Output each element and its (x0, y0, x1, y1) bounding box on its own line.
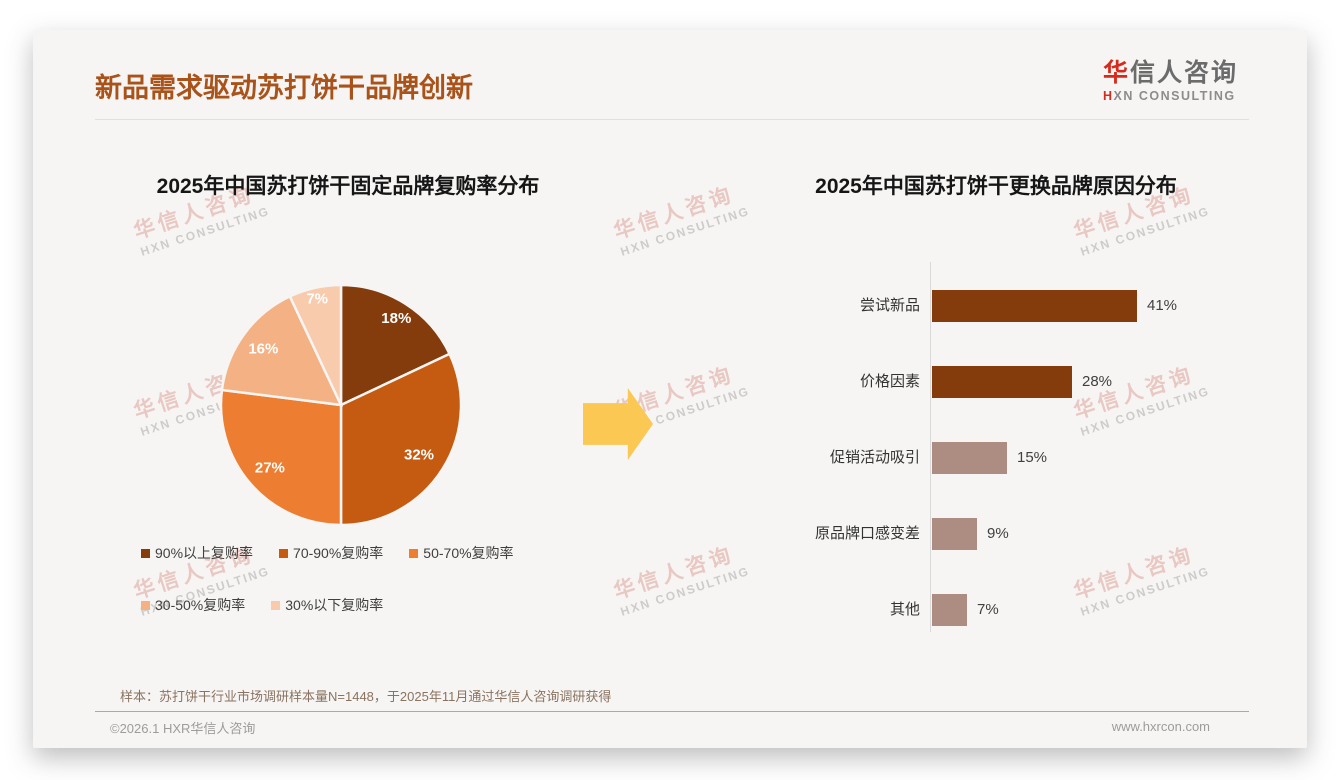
watermark-line2: HXN CONSULTING (1078, 203, 1212, 259)
legend-label: 30-50%复购率 (155, 597, 246, 613)
legend-swatch (141, 600, 150, 610)
legend-label: 50-70%复购率 (423, 545, 514, 561)
bar-value-label: 9% (987, 525, 1009, 542)
logo-en-accent: H (1103, 88, 1114, 103)
pie-data-label: 16% (248, 341, 278, 358)
legend-item: 50-70%复购率 (409, 543, 514, 563)
watermark: 华信人咨询 HXN CONSULTING (610, 175, 752, 259)
logo-cn-accent: 华 (1103, 59, 1131, 87)
bar (932, 442, 1007, 474)
legend-swatch (409, 548, 419, 558)
pie-data-label: 27% (255, 460, 285, 477)
legend-item: 30-50%复购率 (141, 595, 245, 615)
bar-category-label: 促销活动吸引 (829, 449, 920, 466)
header-divider (95, 119, 1249, 120)
slide-card: 新品需求驱动苏打饼干品牌创新 华信人咨询 HXN CONSULTING 2025… (33, 30, 1307, 748)
bar (932, 290, 1137, 322)
pie-chart-title: 2025年中国苏打饼干固定品牌复购率分布 (156, 175, 540, 198)
bar-value-label: 41% (1147, 297, 1178, 314)
pie-slice (339, 283, 452, 407)
logo-cn-rest: 信人咨询 (1130, 59, 1239, 87)
bar-chart: 尝试新品 41% 价格因素 28% 促销活动吸引 15% 原品牌口感变差 9% 其他 7% (720, 262, 1280, 632)
legend-row: 90%以上复购率 70-90%复购率 50-70%复购率 (141, 543, 621, 563)
bar-row: 促销活动吸引 15% (720, 442, 1280, 474)
company-logo: 华信人咨询 HXN CONSULTING (1103, 59, 1239, 104)
bar-row: 尝试新品 41% (720, 290, 1280, 322)
arrow-right-icon (583, 388, 653, 460)
bar-value-label: 7% (977, 601, 999, 618)
legend-label: 70-90%复购率 (293, 545, 384, 561)
pie-slice (219, 388, 343, 527)
pie-legend: 90%以上复购率 70-90%复购率 50-70%复购率 30-50%复购率 30%以下… (141, 543, 621, 647)
bar-row: 其他 7% (720, 594, 1280, 626)
legend-swatch (141, 548, 150, 558)
legend-item: 70-90%复购率 (279, 543, 383, 563)
watermark-line1: 华信人咨询 (611, 183, 738, 244)
watermark-line2: HXN CONSULTING (618, 203, 752, 259)
pie-slice (220, 294, 344, 407)
logo-en-rest: XN CONSULTING (1113, 88, 1236, 103)
bar-category-label: 其他 (889, 601, 920, 618)
bar-category-label: 价格因素 (859, 373, 920, 390)
bar-chart-title: 2025年中国苏打饼干更换品牌原因分布 (815, 175, 1177, 198)
bar-category-label: 原品牌口感变差 (814, 525, 920, 542)
legend-label: 90%以上复购率 (155, 545, 254, 561)
pie-data-label: 32% (404, 447, 434, 464)
legend-item: 90%以上复购率 (141, 543, 253, 563)
bar-category-label: 尝试新品 (859, 297, 920, 314)
bar (932, 594, 967, 626)
footer-divider (95, 711, 1249, 712)
pie-data-label: 7% (306, 290, 328, 307)
website-url: www.hxrcon.com (1111, 719, 1210, 734)
legend-label: 30%以下复购率 (285, 597, 384, 613)
bar-row: 价格因素 28% (720, 366, 1280, 398)
bar (932, 366, 1072, 398)
legend-row: 30-50%复购率 30%以下复购率 (141, 595, 621, 615)
legend-item: 30%以下复购率 (271, 595, 383, 615)
bar-row: 原品牌口感变差 9% (720, 518, 1280, 550)
legend-swatch (271, 600, 281, 610)
sample-note: 样本：苏打饼干行业市场调研样本量N=1448，于2025年11月通过华信人咨询调… (120, 689, 612, 704)
logo-chinese-name: 华信人咨询 (1103, 59, 1239, 88)
pie-chart-svg: 18% 32% 27% 16% 7% (219, 283, 463, 527)
copyright-text: ©2026.1 HXR华信人咨询 (110, 721, 256, 736)
bar (932, 518, 977, 550)
pie-data-label: 18% (381, 310, 411, 327)
logo-english-name: HXN CONSULTING (1103, 88, 1238, 104)
bar-axis (930, 262, 931, 632)
bar-value-label: 28% (1082, 373, 1113, 390)
page-title: 新品需求驱动苏打饼干品牌创新 (95, 73, 473, 103)
pie-slice (339, 352, 463, 527)
watermark-line2: HXN CONSULTING (138, 203, 272, 259)
legend-swatch (279, 548, 289, 558)
pie-slice (288, 283, 343, 406)
bar-value-label: 15% (1017, 449, 1048, 466)
pie-chart: 18% 32% 27% 16% 7% (218, 282, 464, 528)
